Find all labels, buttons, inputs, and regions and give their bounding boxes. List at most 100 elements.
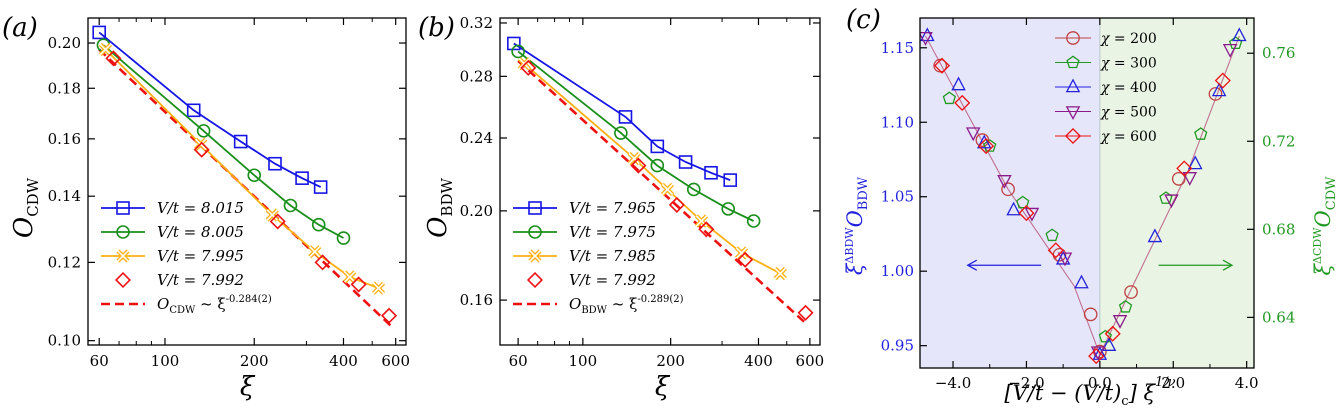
data-point — [630, 157, 647, 174]
legend-marker — [528, 225, 542, 239]
legend-label: V/t = 8.005 — [157, 223, 244, 241]
data-point — [268, 156, 282, 171]
data-point — [737, 251, 754, 268]
data-point — [920, 32, 933, 46]
data-point — [1055, 250, 1071, 265]
data-point — [678, 155, 693, 169]
data-point-inner — [99, 43, 112, 56]
data-point — [92, 25, 107, 40]
series-line — [517, 50, 754, 222]
y-tick-label: 0.16 — [48, 130, 81, 148]
data-point-inner — [518, 58, 530, 70]
data-point-inner — [661, 183, 674, 196]
panel-b-label: (b) — [418, 13, 455, 43]
panel-b-data — [507, 36, 814, 327]
y-tick-label: 0.20 — [460, 202, 493, 220]
data-point — [978, 138, 995, 155]
x-tick-label: 0.0 — [1088, 374, 1112, 392]
data-point — [1016, 195, 1030, 209]
data-point — [965, 127, 981, 142]
legend-fit-label: OCDW ~ ξ-0.284(2) — [157, 294, 272, 316]
data-point — [618, 110, 633, 124]
data-point — [614, 126, 628, 140]
series-line — [98, 31, 322, 188]
data-point — [1024, 207, 1040, 222]
data-point — [283, 198, 298, 213]
panel-a-xlabel: ξ — [240, 372, 256, 402]
data-point — [983, 139, 997, 152]
y-tick-label-right: 0.68 — [1262, 220, 1295, 238]
panel-b-ylabel: OBDW — [423, 178, 456, 238]
data-point — [1214, 72, 1231, 89]
data-point — [381, 307, 398, 324]
panel-c-ylabel-right: ξΔCDWOCDW — [1311, 176, 1339, 276]
data-point — [1232, 27, 1247, 42]
data-point — [698, 221, 715, 238]
data-point — [1101, 337, 1117, 351]
data-point — [313, 180, 328, 194]
data-point — [1124, 285, 1138, 299]
x-tick-label: −2.0 — [1008, 374, 1044, 392]
panel-b-legend: V/t = 7.965 V/t = 7.975 V/t = 7.985 V/t = 7… — [513, 199, 684, 316]
data-point — [1001, 182, 1015, 197]
y-tick-label-left: 1.00 — [881, 262, 914, 280]
panel-c-axes: −4.0 −2.0 0.0 2.0 4.0 0.95 1.00 1.05 1.10 1.15 0.6… — [881, 18, 1295, 392]
data-point-inner — [266, 209, 278, 221]
y-tick-label: 0.20 — [48, 34, 81, 52]
y-tick-label: 0.28 — [460, 67, 493, 85]
x-tick-label: 100 — [569, 352, 598, 370]
data-point — [1147, 228, 1163, 243]
x-tick-label: 2.0 — [1161, 374, 1185, 392]
data-point — [314, 254, 331, 271]
x-tick-label: 4.0 — [1235, 374, 1259, 392]
data-point — [336, 231, 351, 245]
y-tick-label-left: 1.15 — [881, 39, 914, 57]
data-point — [723, 173, 738, 187]
legend-marker — [1066, 31, 1080, 45]
panel-b: (b) 60 100 200 400 600 0.16 0.20 0.24 0.28 0.32 O… — [418, 13, 824, 402]
data-point-inner — [372, 282, 385, 294]
panel-a-frame — [87, 17, 407, 346]
x-tick-label: 200 — [656, 352, 685, 370]
legend-marker — [1064, 127, 1082, 145]
legend-label: V/t = 7.992 — [569, 271, 656, 289]
x-tick-label: 600 — [381, 352, 410, 370]
data-point — [311, 217, 326, 232]
panel-c-regions — [920, 18, 1254, 368]
data-point — [1006, 201, 1021, 216]
data-point — [746, 214, 761, 228]
legend-label: V/t = 7.985 — [569, 247, 656, 265]
data-point — [686, 182, 701, 197]
x-tick-label: 60 — [509, 352, 528, 370]
fit-line — [517, 59, 809, 327]
data-point — [1018, 205, 1035, 222]
x-tick-label: 400 — [329, 352, 358, 370]
data-point — [1208, 87, 1223, 101]
data-point — [186, 103, 201, 118]
panel-c-legend: χ = 200 χ = 300 χ = 400 χ = 500 χ = 600 — [1055, 31, 1157, 145]
legend-marker-inner — [117, 250, 129, 262]
panel-c: (c) −4.0 −2.0 0.0 2.0 4.0 0.95 1.00 1.05 1.10 1.1… — [843, 5, 1339, 409]
data-point — [105, 50, 122, 67]
data-point — [1074, 274, 1089, 289]
panel-a-legend: V/t = 8.015 V/t = 8.005 V/t = 7.995 V/t = 7… — [101, 199, 272, 316]
y-tick-label-left: 0.95 — [881, 337, 914, 355]
y-tick-label: 0.24 — [460, 129, 493, 147]
data-point — [269, 213, 286, 230]
data-point-inner — [774, 267, 786, 280]
panel-a-axes: 60 100 200 400 600 0.10 0.12 0.14 0.16 0.18 0.20 — [48, 18, 410, 370]
panel-a-data — [92, 25, 398, 330]
panel-a: (a) 60 100 200 400 600 0.10 0.12 0.14 0.16 0.18 0.… — [2, 13, 410, 402]
series-line — [513, 42, 731, 181]
legend-label: χ = 600 — [1100, 129, 1157, 145]
series-line — [104, 48, 379, 290]
legend-label: V/t = 7.995 — [157, 247, 244, 265]
y-tick-label: 0.10 — [48, 332, 81, 350]
data-point — [295, 171, 309, 185]
data-point — [1187, 155, 1203, 170]
y-tick-label: 0.16 — [460, 291, 493, 309]
left-region — [920, 18, 1100, 368]
data-point — [1045, 228, 1059, 242]
data-point — [1057, 252, 1073, 267]
data-point — [193, 141, 210, 158]
